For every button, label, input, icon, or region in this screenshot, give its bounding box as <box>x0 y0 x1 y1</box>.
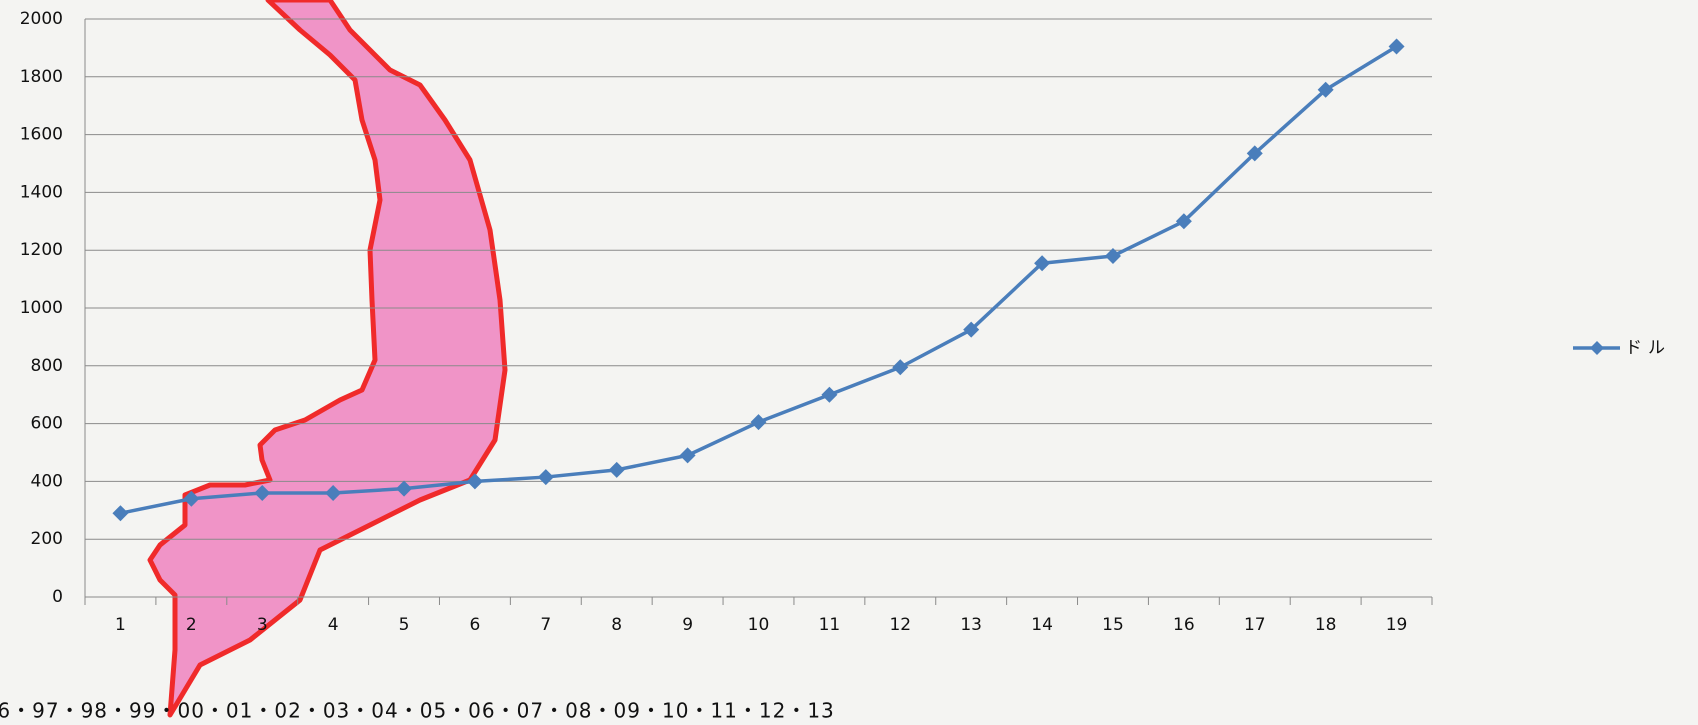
data-point <box>750 414 767 431</box>
x-axis-label: 95・96・97・98・99・00・01・02・03・04・05・06・07・0… <box>0 699 835 723</box>
y-tick-label: 400 <box>31 471 63 491</box>
x-tick-label: 18 <box>1315 615 1337 635</box>
x-tick-label: 19 <box>1386 615 1408 635</box>
x-tick-label: 11 <box>819 615 841 635</box>
y-tick-label: 1400 <box>20 182 63 202</box>
y-tick-label: 1000 <box>20 298 63 318</box>
x-tick-label: 16 <box>1173 615 1195 635</box>
data-point <box>963 321 980 338</box>
data-point <box>466 473 483 490</box>
y-tick-label: 600 <box>31 414 63 434</box>
y-tick-label: 800 <box>31 356 63 376</box>
x-tick-label: 9 <box>682 615 693 635</box>
data-point <box>183 490 200 507</box>
data-point <box>1104 247 1121 264</box>
legend-label: ドル <box>1625 338 1671 358</box>
data-point <box>892 359 909 376</box>
data-point <box>1388 38 1405 55</box>
x-tick-label: 15 <box>1102 615 1124 635</box>
x-tick-label: 13 <box>960 615 982 635</box>
data-point <box>1034 255 1051 272</box>
y-tick-label: 1800 <box>20 67 63 87</box>
data-point <box>254 484 271 501</box>
data-point <box>1317 81 1334 98</box>
x-tick-label: 6 <box>470 615 481 635</box>
data-point <box>608 461 625 478</box>
y-tick-label: 1600 <box>20 125 63 145</box>
x-tick-label: 10 <box>748 615 770 635</box>
legend-marker <box>1590 341 1604 355</box>
data-point <box>821 386 838 403</box>
x-tick-label: 12 <box>889 615 911 635</box>
x-tick-label: 5 <box>399 615 410 635</box>
data-point <box>1246 145 1263 162</box>
y-tick-label: 0 <box>52 587 63 607</box>
data-point <box>1175 213 1192 230</box>
data-point <box>112 505 129 522</box>
y-tick-label: 200 <box>31 529 63 549</box>
x-tick-label: 1 <box>115 615 126 635</box>
data-point <box>537 469 554 486</box>
x-tick-label: 8 <box>611 615 622 635</box>
x-tick-label: 3 <box>257 615 268 635</box>
map-decoration <box>147 0 508 718</box>
data-point <box>396 480 413 497</box>
x-tick-label: 14 <box>1031 615 1053 635</box>
y-tick-label: 1200 <box>20 240 63 260</box>
x-tick-label: 17 <box>1244 615 1266 635</box>
x-tick-label: 2 <box>186 615 197 635</box>
data-point <box>325 484 342 501</box>
x-tick-label: 4 <box>328 615 339 635</box>
data-point <box>679 447 696 464</box>
y-tick-label: 2000 <box>20 9 63 29</box>
x-tick-label: 7 <box>540 615 551 635</box>
